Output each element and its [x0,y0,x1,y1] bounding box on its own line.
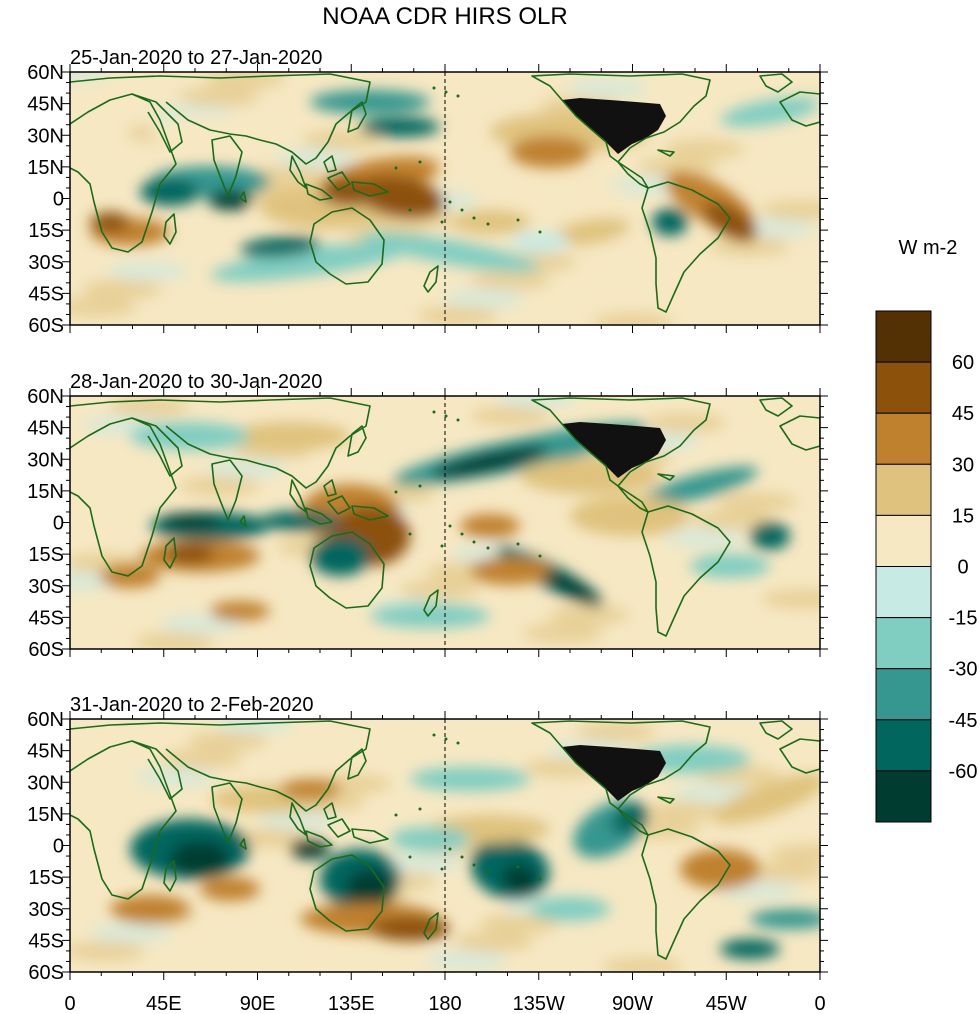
lon-tick-label: 0 [64,993,75,1014]
colorbar-labels: 60 45 30 15 0 -15 -30 -45 -60 [949,352,978,783]
colorbar-label: -15 [949,608,978,630]
olr-anomaly-field [70,72,820,325]
us-state-boundaries [562,98,666,154]
lon-tick-label: 0 [814,993,825,1014]
olr-anomaly-field [70,719,820,972]
figure-title: NOAA CDR HIRS OLR [322,3,567,30]
lat-tick-label: 45S [28,607,64,629]
us-state-boundaries [562,745,666,801]
map-panel-1: 60N 45N 30N 15N 0 15S 30S 45S 60S 25-Jan-2020 to … [27,47,828,337]
colorbar-box [875,719,932,772]
us-state-boundaries [562,422,666,478]
colorbar: W m-2 60 45 30 15 0 -15 -30 -45 -60 [875,237,978,823]
lat-tick-label: 15S [28,220,64,242]
colorbar-box [875,514,932,568]
lat-tick-label: 45S [28,283,64,305]
lat-tick-label: 15N [27,481,64,503]
colorbar-label: 30 [952,454,974,476]
olr-anomaly-field [70,396,820,649]
lat-tick-label: 60S [28,639,64,661]
lon-tick-label: 45W [706,993,747,1014]
lon-tick-label: 135W [513,993,565,1014]
lat-tick-label: 45N [27,94,64,116]
panel-period-label: 28-Jan-2020 to 30-Jan-2020 [70,371,322,393]
colorbar-box [875,770,932,823]
colorbar-box [875,412,932,465]
lat-tick-label: 30N [27,772,64,794]
colorbar-label: 0 [957,557,968,579]
lon-tick-label: 90E [240,993,276,1014]
lat-tick-label: 45N [27,418,64,440]
colorbar-label: -60 [949,761,978,783]
colorbar-box [875,617,932,670]
colorbar-label: -45 [949,710,978,732]
colorbar-label: 15 [952,505,974,527]
colorbar-label: -30 [949,659,978,681]
lat-tick-label: 15S [28,867,64,889]
lon-tick-label: 135E [328,993,375,1014]
colorbar-units: W m-2 [899,237,958,259]
lat-tick-label: 0 [53,189,64,211]
lat-tick-label: 15N [27,157,64,179]
colorbar-box [875,668,932,721]
colorbar-label: 60 [952,352,974,374]
panel-period-label: 25-Jan-2020 to 27-Jan-2020 [70,47,322,69]
lat-tick-label: 15N [27,804,64,826]
colorbar-boxes [875,310,932,823]
lat-tick-label: 45S [28,930,64,952]
lon-tick-label: 90W [612,993,653,1014]
lat-tick-label: 30S [28,576,64,598]
lat-tick-label: 60S [28,315,64,337]
lat-tick-label: 60N [27,62,64,84]
lat-tick-label: 15S [28,544,64,566]
lon-tick-label: 45E [146,993,182,1014]
map-panel-3: 60N 45N 30N 15N 0 15S 30S 45S 60S 31-Jan-2020 to … [27,694,828,1014]
map-panels: 60N 45N 30N 15N 0 15S 30S 45S 60S 25-Jan-2020 to … [27,47,828,1014]
panel-period-label: 31-Jan-2020 to 2-Feb-2020 [70,694,314,716]
lon-tick-label: 180 [428,993,461,1014]
colorbar-label: 45 [952,403,974,425]
lat-tick-label: 60N [27,709,64,731]
map-panel-2: 60N 45N 30N 15N 0 15S 30S 45S 60S 28-Jan-2020 to … [27,371,828,661]
lat-tick-label: 0 [53,836,64,858]
lat-tick-label: 30N [27,449,64,471]
lat-tick-label: 45N [27,741,64,763]
colorbar-box [875,361,932,414]
lat-tick-label: 30N [27,125,64,147]
colorbar-box [875,463,932,516]
lat-tick-label: 60N [27,386,64,408]
lat-tick-label: 30S [28,899,64,921]
lat-tick-label: 60S [28,962,64,984]
lat-tick-label: 30S [28,252,64,274]
lat-tick-label: 0 [53,513,64,535]
colorbar-box [875,310,932,363]
colorbar-box [875,566,932,619]
